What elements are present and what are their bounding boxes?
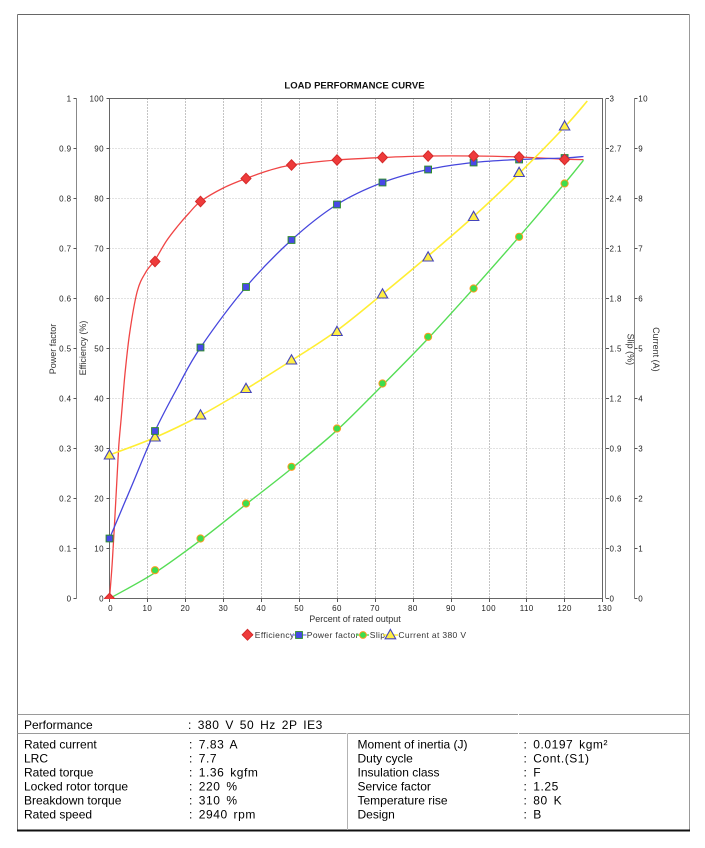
svg-text:6: 6: [638, 294, 643, 303]
svg-text:20: 20: [94, 494, 104, 503]
svg-text:2: 2: [638, 494, 643, 503]
svg-text:8: 8: [638, 194, 643, 203]
svg-text:Temperature rise: Temperature rise: [358, 794, 448, 808]
svg-text:120: 120: [557, 604, 572, 613]
svg-text:Slip (%): Slip (%): [626, 334, 636, 366]
svg-text:Percent of rated output: Percent of rated output: [309, 614, 401, 624]
svg-text:0: 0: [610, 594, 615, 603]
svg-text:9: 9: [638, 144, 643, 153]
svg-text:0.7: 0.7: [59, 244, 71, 253]
svg-text:80: 80: [408, 604, 418, 613]
svg-text:70: 70: [370, 604, 380, 613]
svg-text:: 7.83 A: : 7.83 A: [189, 737, 238, 751]
svg-text:0.6: 0.6: [610, 494, 622, 503]
svg-text:30: 30: [218, 604, 228, 613]
svg-text:100: 100: [481, 604, 496, 613]
svg-text:: 1.36 kgfm: : 1.36 kgfm: [189, 766, 258, 780]
svg-text:2.1: 2.1: [610, 244, 622, 253]
svg-text:3: 3: [638, 444, 643, 453]
svg-text:0.9: 0.9: [610, 444, 622, 453]
svg-text:Rated current: Rated current: [24, 737, 97, 751]
svg-text:100: 100: [89, 94, 104, 103]
svg-text:70: 70: [94, 244, 104, 253]
svg-text:Duty cycle: Duty cycle: [358, 751, 414, 765]
svg-text:1.8: 1.8: [610, 294, 622, 303]
svg-text:0.5: 0.5: [59, 344, 71, 353]
svg-text:110: 110: [520, 604, 534, 613]
svg-text:1.5: 1.5: [610, 344, 622, 353]
svg-text:0.2: 0.2: [59, 494, 71, 503]
svg-text:Breakdown torque: Breakdown torque: [24, 794, 122, 808]
svg-text:40: 40: [94, 394, 104, 403]
svg-text:Locked rotor torque: Locked rotor torque: [24, 780, 128, 794]
svg-text:2.4: 2.4: [610, 194, 622, 203]
svg-text:2.7: 2.7: [610, 144, 622, 153]
svg-text:: 7.7: : 7.7: [189, 751, 217, 765]
svg-text:Current (A): Current (A): [651, 327, 661, 372]
svg-text:10: 10: [94, 544, 104, 553]
svg-text:0: 0: [638, 594, 643, 603]
svg-text:0: 0: [67, 594, 72, 603]
svg-text:Performance: Performance: [24, 718, 93, 732]
svg-text:LOAD PERFORMANCE CURVE: LOAD PERFORMANCE CURVE: [284, 81, 424, 92]
svg-text:1.2: 1.2: [610, 394, 622, 403]
svg-text:Slip: Slip: [370, 630, 386, 640]
svg-text:0.9: 0.9: [59, 144, 71, 153]
svg-text:4: 4: [638, 394, 643, 403]
svg-text:Rated torque: Rated torque: [24, 766, 94, 780]
svg-text:Efficiency: Efficiency: [255, 630, 295, 640]
svg-text:Current at 380 V: Current at 380 V: [398, 630, 466, 640]
svg-text:0.4: 0.4: [59, 394, 71, 403]
svg-text:Efficiency (%): Efficiency (%): [78, 321, 88, 376]
svg-text:60: 60: [94, 294, 104, 303]
svg-text:Power factor: Power factor: [307, 630, 359, 640]
svg-text:7: 7: [638, 244, 643, 253]
svg-text:90: 90: [446, 604, 456, 613]
svg-text:Service factor: Service factor: [358, 780, 431, 794]
svg-text:Insulation class: Insulation class: [358, 766, 440, 780]
svg-text:: Cont.(S1): : Cont.(S1): [524, 751, 590, 765]
svg-text:0: 0: [99, 594, 104, 603]
svg-text:40: 40: [256, 604, 266, 613]
svg-text:: 310 %: : 310 %: [189, 794, 238, 808]
svg-text:Rated speed: Rated speed: [24, 808, 92, 822]
svg-text:0: 0: [108, 604, 113, 613]
svg-text:3: 3: [610, 94, 615, 103]
svg-text:80: 80: [94, 194, 104, 203]
svg-text:: 380 V 50 Hz 2P IE3: : 380 V 50 Hz 2P IE3: [188, 718, 323, 732]
svg-text:: 1.25: : 1.25: [524, 780, 559, 794]
svg-text:: F: : F: [524, 766, 542, 780]
svg-text:130: 130: [598, 604, 613, 613]
svg-text:: 0.0197 kgm²: : 0.0197 kgm²: [524, 737, 609, 751]
svg-text:: 80 K: : 80 K: [524, 794, 563, 808]
svg-text:30: 30: [94, 444, 104, 453]
svg-text:Design: Design: [358, 808, 395, 822]
svg-text:5: 5: [638, 344, 643, 353]
svg-text:0.8: 0.8: [59, 194, 71, 203]
svg-text:60: 60: [332, 604, 342, 613]
svg-text:Moment of inertia (J): Moment of inertia (J): [358, 737, 468, 751]
svg-text:: B: : B: [524, 808, 542, 822]
svg-text:10: 10: [638, 94, 648, 103]
svg-text:50: 50: [94, 344, 104, 353]
svg-text:0.6: 0.6: [59, 294, 71, 303]
svg-text:1: 1: [638, 544, 643, 553]
svg-text:: 2940 rpm: : 2940 rpm: [189, 808, 256, 822]
svg-text:20: 20: [180, 604, 190, 613]
svg-text:10: 10: [143, 604, 153, 613]
svg-text:0.1: 0.1: [59, 544, 71, 553]
svg-text:0.3: 0.3: [610, 544, 622, 553]
svg-text:1: 1: [67, 94, 72, 103]
svg-text:90: 90: [94, 144, 104, 153]
svg-text:LRC: LRC: [24, 751, 48, 765]
svg-text:: 220 %: : 220 %: [189, 780, 238, 794]
svg-text:0.3: 0.3: [59, 444, 71, 453]
svg-text:Power factor: Power factor: [48, 324, 58, 375]
svg-text:50: 50: [294, 604, 304, 613]
